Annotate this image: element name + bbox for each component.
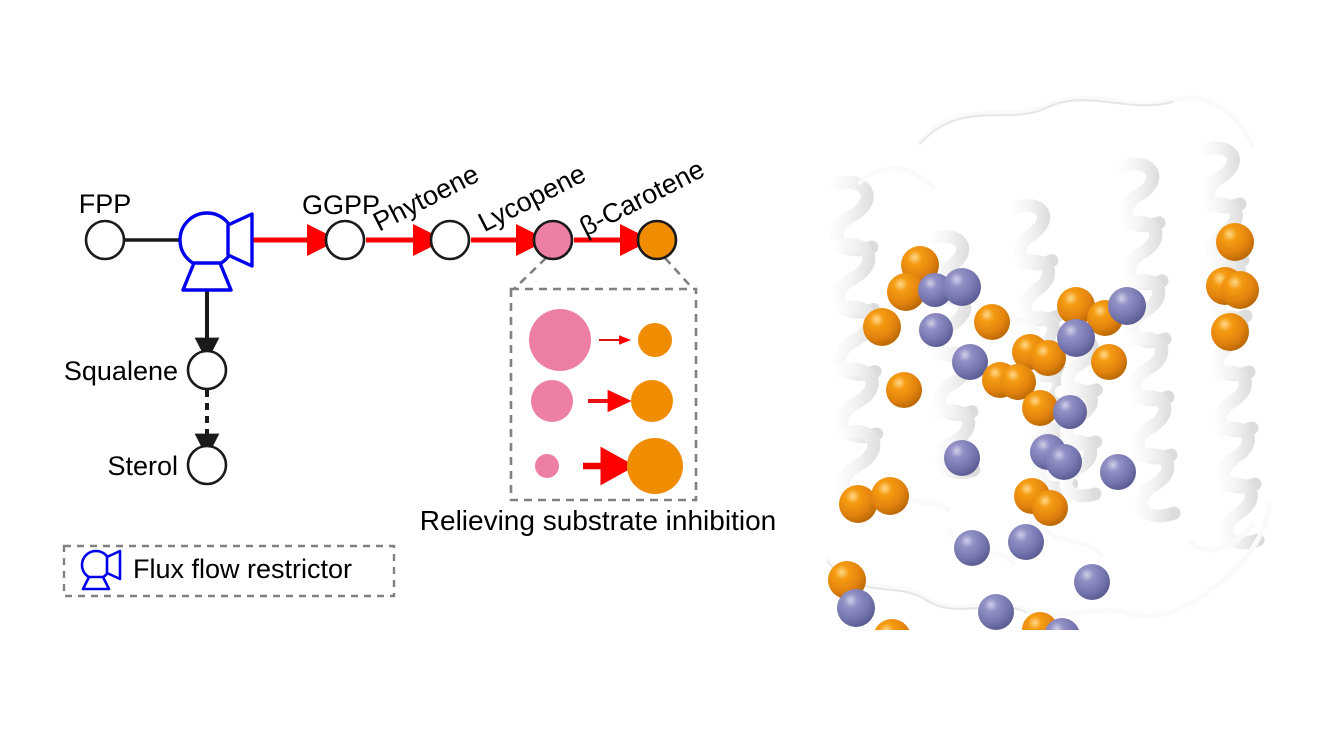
inset-substrate-2 bbox=[531, 380, 573, 422]
legend-icon-base bbox=[81, 575, 111, 591]
sphere-orange bbox=[863, 308, 901, 346]
flux-flow-restrictor-base bbox=[181, 261, 233, 292]
sphere-orange bbox=[874, 619, 910, 630]
sphere-purple bbox=[978, 594, 1014, 630]
sphere-orange bbox=[1032, 490, 1068, 526]
sphere-orange bbox=[1000, 364, 1036, 400]
sphere-orange bbox=[887, 273, 925, 311]
sphere-orange bbox=[1030, 340, 1066, 376]
flux-flow-restrictor[interactable] bbox=[178, 211, 254, 292]
sphere-purple bbox=[944, 440, 980, 476]
inset-product-2 bbox=[631, 380, 673, 422]
label-lycopene: Lycopene bbox=[473, 158, 590, 237]
protein-structure-render bbox=[823, 95, 1273, 630]
node-bcarotene[interactable] bbox=[636, 219, 678, 261]
sphere-orange bbox=[1211, 313, 1249, 351]
sphere-purple bbox=[837, 589, 875, 627]
sphere-orange bbox=[1091, 344, 1127, 380]
node-fpp[interactable] bbox=[84, 219, 126, 261]
inset-product-1 bbox=[638, 323, 672, 357]
protein-loops bbox=[825, 95, 1273, 619]
protein-cartoon-ribbons bbox=[823, 141, 1265, 550]
node-sterol[interactable] bbox=[186, 444, 228, 486]
label-phytoene: Phytoene bbox=[368, 159, 483, 238]
label-sterol: Sterol bbox=[107, 451, 178, 481]
sphere-orange bbox=[871, 477, 909, 515]
pathway-edges bbox=[124, 223, 652, 458]
inset-substrate-3 bbox=[535, 454, 559, 478]
sphere-orange bbox=[1216, 223, 1254, 261]
flux-flow-restrictor-icon bbox=[80, 549, 122, 591]
inset-caption: Relieving substrate inhibition bbox=[420, 505, 776, 536]
sphere-orange bbox=[974, 304, 1010, 340]
sphere-purple bbox=[918, 273, 952, 307]
sphere-purple bbox=[954, 530, 990, 566]
sphere-purple bbox=[943, 268, 981, 306]
inset-substrate-1 bbox=[529, 309, 591, 371]
legend-icon-valve bbox=[105, 549, 122, 581]
pathway-diagram: FPP GGPP Phytoene Lycopene β-Carotene Sq… bbox=[62, 154, 776, 598]
legend-item-label: Flux flow restrictor bbox=[133, 554, 352, 584]
pathway-nodes bbox=[84, 219, 678, 486]
inset-product-3 bbox=[627, 438, 683, 494]
legend: Flux flow restrictor bbox=[62, 544, 396, 598]
sphere-purple bbox=[1053, 395, 1087, 429]
residue-spheres bbox=[828, 223, 1259, 630]
sphere-orange bbox=[1221, 271, 1259, 309]
sphere-orange bbox=[839, 485, 877, 523]
flux-flow-restrictor-body bbox=[178, 211, 236, 269]
inset-row-2 bbox=[531, 380, 673, 422]
sphere-purple bbox=[1045, 618, 1079, 630]
inset-row-1 bbox=[529, 309, 672, 371]
sphere-purple bbox=[1057, 319, 1095, 357]
sphere-purple bbox=[1100, 454, 1136, 490]
label-ggpp: GGPP bbox=[302, 190, 380, 220]
label-squalene: Squalene bbox=[64, 356, 178, 386]
node-ggpp[interactable] bbox=[324, 219, 366, 261]
label-fpp: FPP bbox=[79, 189, 132, 219]
sphere-purple bbox=[1008, 524, 1044, 560]
sphere-orange bbox=[1022, 390, 1058, 426]
sphere-orange bbox=[1057, 287, 1095, 325]
sphere-purple bbox=[1046, 444, 1082, 480]
callout-leader-lines bbox=[512, 257, 695, 291]
node-lycopene[interactable] bbox=[532, 219, 574, 261]
node-squalene[interactable] bbox=[186, 349, 228, 391]
flux-flow-restrictor-valve bbox=[226, 212, 254, 268]
inset-callout bbox=[509, 287, 698, 502]
sphere-orange bbox=[886, 372, 922, 408]
sphere-purple bbox=[919, 313, 953, 347]
inset-row-3 bbox=[535, 438, 683, 494]
node-phytoene[interactable] bbox=[429, 219, 471, 261]
sphere-purple bbox=[952, 344, 988, 380]
sphere-purple bbox=[1108, 287, 1146, 325]
sphere-purple bbox=[1074, 564, 1110, 600]
